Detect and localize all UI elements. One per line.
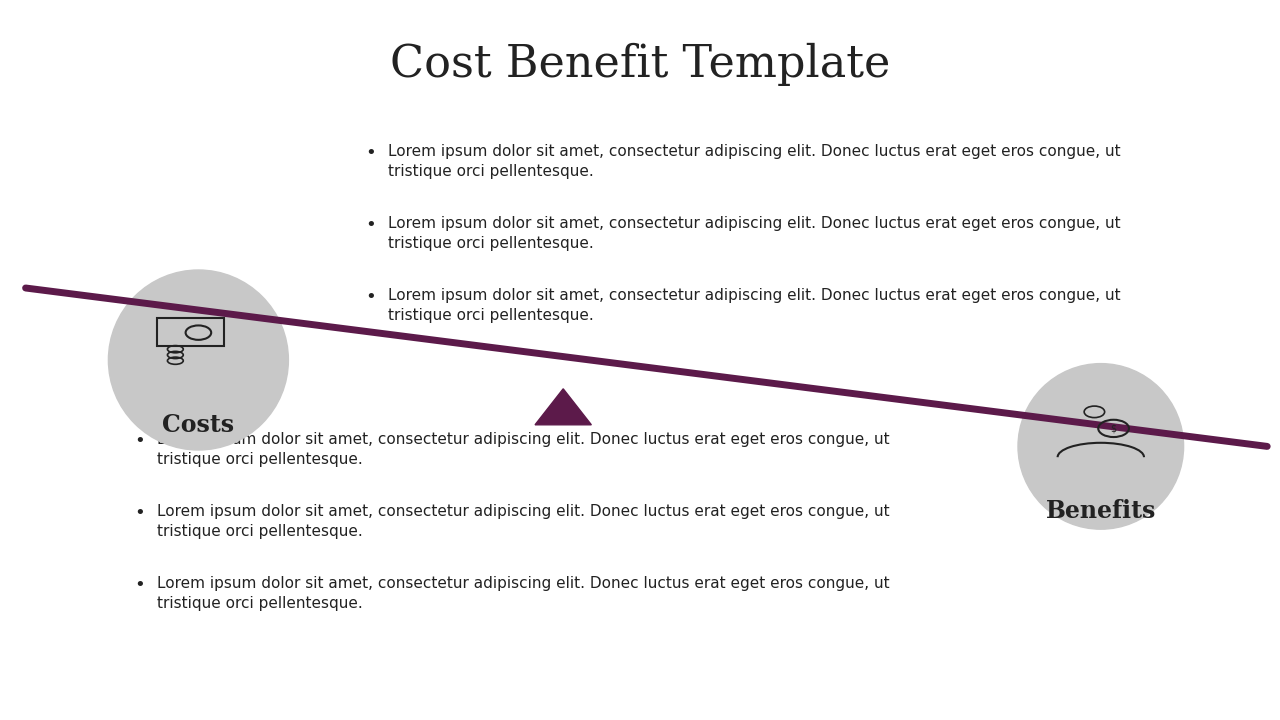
Text: Costs: Costs: [163, 413, 234, 437]
Text: •: •: [134, 576, 145, 594]
Text: Lorem ipsum dolor sit amet, consectetur adipiscing elit. Donec luctus erat eget : Lorem ipsum dolor sit amet, consectetur …: [157, 576, 890, 611]
Text: Lorem ipsum dolor sit amet, consectetur adipiscing elit. Donec luctus erat eget : Lorem ipsum dolor sit amet, consectetur …: [388, 144, 1120, 179]
Text: Lorem ipsum dolor sit amet, consectetur adipiscing elit. Donec luctus erat eget : Lorem ipsum dolor sit amet, consectetur …: [157, 504, 890, 539]
Text: Lorem ipsum dolor sit amet, consectetur adipiscing elit. Donec luctus erat eget : Lorem ipsum dolor sit amet, consectetur …: [388, 216, 1120, 251]
Polygon shape: [535, 389, 591, 425]
Text: •: •: [365, 144, 375, 162]
Text: •: •: [134, 432, 145, 450]
Text: Lorem ipsum dolor sit amet, consectetur adipiscing elit. Donec luctus erat eget : Lorem ipsum dolor sit amet, consectetur …: [388, 288, 1120, 323]
Text: Benefits: Benefits: [1046, 499, 1156, 523]
Text: Lorem ipsum dolor sit amet, consectetur adipiscing elit. Donec luctus erat eget : Lorem ipsum dolor sit amet, consectetur …: [157, 432, 890, 467]
Text: •: •: [134, 504, 145, 522]
Text: •: •: [365, 288, 375, 306]
Ellipse shape: [109, 270, 288, 450]
Ellipse shape: [1018, 364, 1184, 529]
Text: $: $: [1111, 423, 1116, 433]
Text: Cost Benefit Template: Cost Benefit Template: [390, 43, 890, 86]
Text: •: •: [365, 216, 375, 234]
